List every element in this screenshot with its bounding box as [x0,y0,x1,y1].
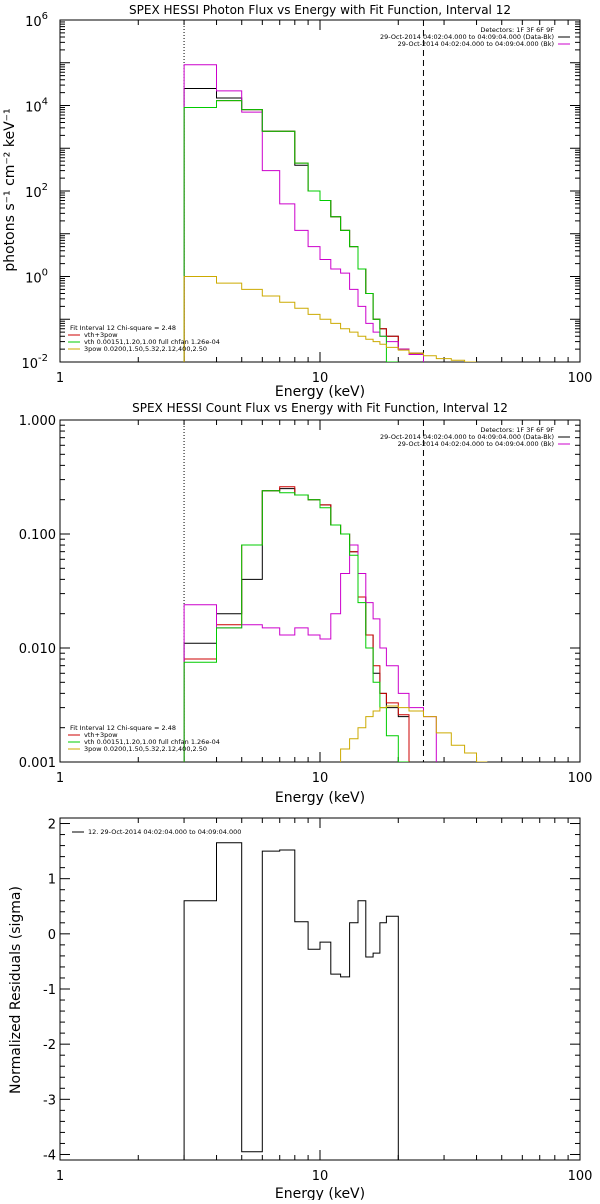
legend-entry: 29-Oct-2014 04:02:04.000 to 04:09:04.000… [398,440,554,448]
y-tick-label: 1.000 [19,414,56,429]
plot-frame [59,817,581,1161]
photon-flux-panel: SPEX HESSI Photon Flux vs Energy with Fi… [2,3,592,400]
y-tick-label: 106 [25,11,48,30]
x-tick-label: 1 [56,1169,64,1184]
series-residuals [183,842,399,1160]
x-tick-label: 100 [568,1169,593,1184]
series-vth [183,100,399,362]
legend-entry: 12. 29-Oct-2014 04:02:04.000 to 04:09:04… [88,828,241,836]
x-tick-label: 100 [568,771,593,786]
series-vth-3pow [183,100,424,362]
legend-entry: 3pow 0.0200,1.50,5.32,2.12,400,2.50 [84,345,207,353]
series-3pow [340,705,488,762]
legend-entry: vth+3pow [84,331,118,339]
legend-entry: Detectors: 1F 3F 6F 9F [480,426,554,434]
x-tick-label: 1 [56,771,64,786]
y-tick-label: 1 [48,873,56,888]
legend-entry: Fit Interval 12 Chi-square = 2.48 [70,324,176,332]
series-bk [183,544,437,762]
legend-entry: 3pow 0.0200,1.50,5.32,2.12,400,2.50 [84,745,207,753]
legend-entry: Detectors: 1F 3F 6F 9F [480,26,554,34]
count-x-axis-label: Energy (keV) [275,790,365,806]
y-tick-label: -1 [43,983,56,998]
series-data-bk [183,488,410,762]
residuals-x-axis-label: Energy (keV) [275,1186,365,1200]
y-tick-label: 0 [48,928,56,943]
residuals-y-axis-label: Normalized Residuals (sigma) [8,886,24,1094]
series-group [183,486,488,762]
y-tick-label: 0.001 [19,756,56,771]
y-tick-label: 100 [25,268,48,287]
series-3pow [183,276,477,362]
plot-frame [59,419,581,763]
y-tick-exponent: 0 [42,268,48,279]
legend-entry: vth 0.00151,1.20,1.00 full chfan 1.26e-0… [84,338,220,346]
y-tick-exponent: 4 [42,97,48,108]
photon-y-axis-label: photons s⁻¹ cm⁻² keV⁻¹ [2,108,18,271]
x-tick-label: 10 [312,1169,329,1184]
count-chart-title: SPEX HESSI Count Flux vs Energy with Fit… [132,401,508,415]
x-tick-label: 1 [56,371,64,386]
y-tick-exponent: -2 [38,353,48,364]
legend-entry: vth 0.00151,1.20,1.00 full chfan 1.26e-0… [84,738,220,746]
photon-chart-title: SPEX HESSI Photon Flux vs Energy with Fi… [129,3,511,17]
y-tick-label: 10-2 [21,353,48,372]
residuals-panel: Energy (keV) Normalized Residuals (sigma… [8,817,593,1202]
y-tick-exponent: 6 [42,11,48,22]
series-group [183,842,399,1160]
series-data-bk [183,88,424,362]
legend-entry: 29-Oct-2014 04:02:04.000 to 04:09:04.000… [380,433,554,441]
legend-entry: vth+3pow [84,731,118,739]
legend-entry: 29-Oct-2014 04:02:04.000 to 04:09:04.000… [398,40,554,48]
y-tick-label: -3 [43,1093,56,1108]
y-tick-label: 104 [25,97,48,116]
series-vth-3pow [183,486,410,762]
y-tick-label: -4 [43,1148,56,1163]
series-group [183,64,477,362]
x-tick-label: 10 [312,371,329,386]
y-tick-exponent: 2 [42,182,48,193]
count-flux-panel: SPEX HESSI Count Flux vs Energy with Fit… [19,401,593,806]
photon-x-axis-label: Energy (keV) [275,384,365,400]
series-vth [183,490,409,762]
series-bk [183,64,424,362]
legend-entry: 29-Oct-2014 04:02:04.000 to 04:09:04.000… [380,33,554,41]
legend-entry: Fit Interval 12 Chi-square = 2.48 [70,724,176,732]
y-tick-label: 0.100 [19,528,56,543]
x-tick-label: 10 [312,771,329,786]
y-tick-label: -2 [43,1038,56,1053]
y-tick-label: 102 [25,182,48,201]
y-tick-label: 0.010 [19,642,56,657]
x-tick-label: 100 [568,371,593,386]
y-tick-label: 2 [48,818,56,833]
